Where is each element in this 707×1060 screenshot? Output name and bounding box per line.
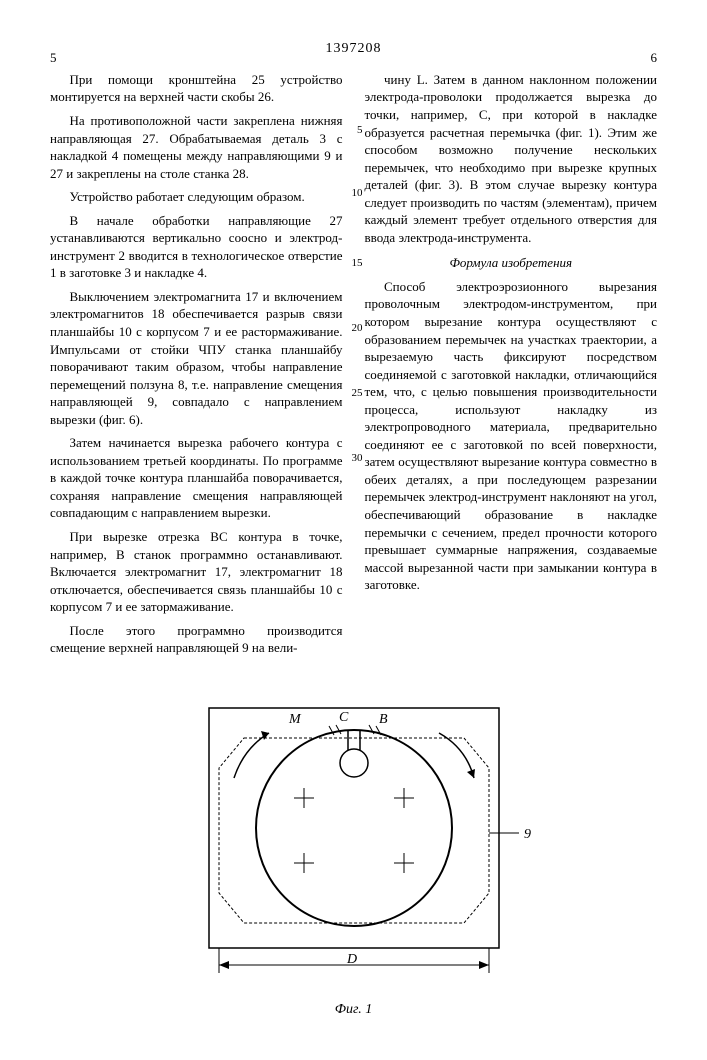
para: Затем начинается вырезка рабочего контур… — [50, 434, 343, 522]
line-mark: 25 — [351, 386, 363, 401]
para: Выключением электромагнита 17 и включени… — [50, 288, 343, 428]
label-9: 9 — [524, 827, 531, 842]
para: Способ электроэрозионного вырезания пров… — [365, 278, 658, 594]
page-num-left: 5 — [50, 49, 57, 67]
line-mark: 30 — [351, 451, 363, 466]
para: При помощи кронштейна 25 устройство монт… — [50, 71, 343, 106]
line-mark: 10 — [351, 186, 363, 201]
label-B: B — [379, 712, 388, 727]
figure-1: D 9 M C B Фиг. 1 — [50, 693, 657, 1020]
label-D: D — [345, 952, 356, 967]
left-column: 5 При помощи кронштейна 25 устройство мо… — [50, 71, 343, 663]
line-mark: 15 — [351, 256, 363, 271]
line-mark: 5 — [351, 123, 363, 138]
right-column: 6 5 10 15 20 25 30 чину L. Затем в данно… — [365, 71, 658, 663]
para: На противоположной части закреплена нижн… — [50, 112, 343, 182]
para: Устройство работает следующим образом. — [50, 188, 343, 206]
formula-title: Формула изобретения — [365, 254, 658, 272]
para: В начале обработки направляющие 27 устан… — [50, 212, 343, 282]
figure-svg: D 9 M C B — [174, 693, 534, 993]
para: После этого программно производится смещ… — [50, 622, 343, 657]
line-mark: 20 — [351, 321, 363, 336]
label-C: C — [339, 710, 349, 725]
para: чину L. Затем в данном наклонном положен… — [365, 71, 658, 246]
page-num-right: 6 — [651, 49, 658, 67]
text-columns: 5 При помощи кронштейна 25 устройство мо… — [50, 71, 657, 663]
doc-number: 1397208 — [50, 40, 657, 59]
para: При вырезке отрезка ВС контура в точке, … — [50, 528, 343, 616]
figure-caption: Фиг. 1 — [50, 1001, 657, 1020]
label-M: M — [288, 712, 302, 727]
